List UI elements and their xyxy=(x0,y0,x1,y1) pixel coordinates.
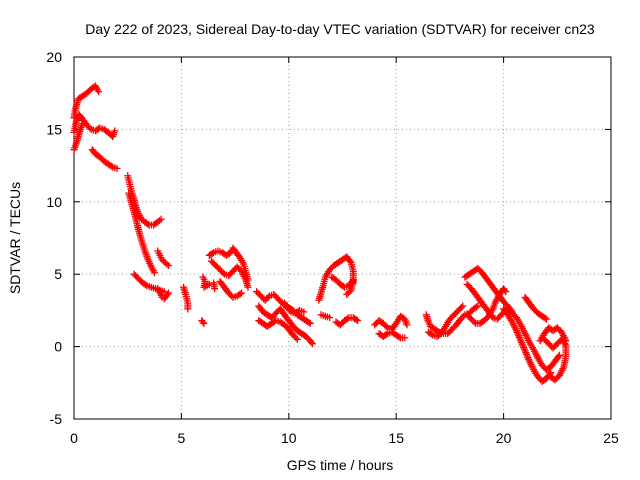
y-tick-label: -5 xyxy=(50,411,63,427)
data-point xyxy=(142,281,150,289)
data-point xyxy=(293,335,301,343)
data-point xyxy=(163,260,171,268)
axis-ticks xyxy=(73,56,612,420)
data-point xyxy=(219,269,227,277)
x-tick-labels: 0 5 10 15 20 25 xyxy=(70,430,619,446)
data-point xyxy=(305,318,313,326)
data-point xyxy=(264,293,272,301)
data-point xyxy=(382,322,390,330)
chart-title: Day 222 of 2023, Sidereal Day-to-day VTE… xyxy=(85,21,595,37)
grid-lines xyxy=(74,57,611,419)
data-point xyxy=(165,289,173,297)
data-point xyxy=(354,317,362,325)
x-tick-label: 10 xyxy=(281,430,297,446)
data-point xyxy=(401,334,409,342)
data-point xyxy=(459,302,467,310)
y-tick-label: 20 xyxy=(46,49,62,65)
data-point xyxy=(470,318,478,326)
data-point xyxy=(382,331,390,339)
x-axis-label: GPS time / hours xyxy=(287,457,394,473)
data-point xyxy=(555,351,563,359)
data-point xyxy=(86,124,94,132)
data-point xyxy=(543,315,551,323)
data-point xyxy=(300,308,308,316)
data-point xyxy=(236,290,244,298)
data-point xyxy=(306,319,314,327)
data-point xyxy=(199,318,207,326)
data-point xyxy=(111,127,119,135)
x-tick-label: 0 xyxy=(70,430,78,446)
data-point xyxy=(547,373,555,381)
y-tick-label: 5 xyxy=(54,266,62,282)
y-tick-label: 10 xyxy=(46,194,62,210)
data-point xyxy=(151,269,159,277)
data-point xyxy=(541,314,549,322)
data-point xyxy=(165,262,173,270)
data-point xyxy=(346,257,354,265)
data-points xyxy=(70,82,570,385)
data-point xyxy=(211,285,219,293)
data-point xyxy=(155,217,163,225)
x-tick-label: 15 xyxy=(388,430,404,446)
data-point xyxy=(157,215,165,223)
data-point xyxy=(292,334,300,342)
data-point xyxy=(307,338,315,346)
data-point xyxy=(344,289,352,297)
y-tick-label: 15 xyxy=(46,121,62,137)
y-tick-label: 0 xyxy=(54,339,62,355)
data-point xyxy=(344,315,352,323)
data-point xyxy=(343,290,351,298)
data-point xyxy=(474,302,482,310)
data-point xyxy=(95,88,103,96)
data-point xyxy=(144,220,152,228)
data-point xyxy=(79,120,87,128)
data-point xyxy=(427,330,435,338)
data-point xyxy=(163,290,171,298)
data-point xyxy=(107,162,115,170)
data-point xyxy=(184,305,192,313)
x-tick-label: 25 xyxy=(603,430,619,446)
data-point xyxy=(200,319,208,327)
data-point xyxy=(472,303,480,311)
y-axis-label: SDTVAR / TECUs xyxy=(7,182,23,294)
data-point xyxy=(457,304,465,312)
data-point xyxy=(238,289,246,297)
data-point xyxy=(395,333,403,341)
data-point xyxy=(308,340,316,348)
x-tick-label: 20 xyxy=(496,430,512,446)
data-point xyxy=(352,316,360,324)
data-point xyxy=(501,286,509,294)
data-point xyxy=(548,374,556,382)
data-point xyxy=(208,249,216,257)
y-tick-labels: -5 0 5 10 15 20 xyxy=(46,49,62,427)
x-tick-label: 5 xyxy=(178,430,186,446)
plot-frame xyxy=(73,56,612,420)
data-point xyxy=(562,337,570,345)
data-point xyxy=(502,288,510,296)
data-point xyxy=(326,314,334,322)
data-point xyxy=(244,283,252,291)
data-point xyxy=(403,321,411,329)
data-point xyxy=(554,353,562,361)
data-point xyxy=(113,164,121,172)
